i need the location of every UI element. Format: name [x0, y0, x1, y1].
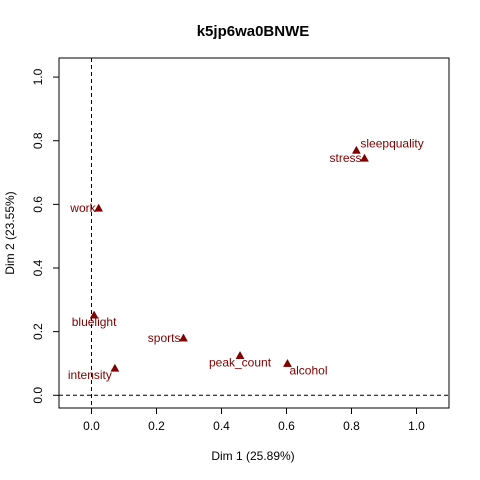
point-label-peak_count: peak_count [209, 356, 272, 370]
point-marker-peak_count [235, 350, 245, 359]
x-tick-label: 0.8 [343, 419, 360, 433]
point-marker-sleepquality [351, 145, 361, 154]
x-tick-label: 0.0 [83, 419, 100, 433]
x-tick-label: 0.6 [278, 419, 295, 433]
y-tick-label: 0.2 [31, 323, 45, 340]
point-label-sleepquality: sleepquality [360, 136, 423, 150]
y-tick-label: 0.0 [31, 387, 45, 404]
y-axis-label: Dim 2 (23.55%) [3, 191, 17, 274]
point-marker-work [94, 203, 104, 212]
x-tick-label: 0.4 [213, 419, 230, 433]
x-axis-label: Dim 1 (25.89%) [211, 449, 294, 463]
reference-lines [59, 58, 449, 408]
point-marker-intensity [110, 363, 120, 372]
x-tick-label: 1.0 [408, 419, 425, 433]
point-label-bluelight: bluelight [72, 315, 117, 329]
point-label-alcohol: alcohol [289, 363, 327, 377]
point-marker-bluelight [89, 310, 99, 319]
point-marker-stress [360, 153, 369, 162]
point-marker-sports [179, 333, 188, 342]
x-tick-label: 0.2 [148, 419, 165, 433]
point-label-sports: sports [148, 331, 181, 345]
y-axis-ticks: 0.0 0.2 0.4 0.6 0.8 1.0 [31, 68, 60, 404]
y-tick-label: 0.6 [31, 196, 45, 213]
x-axis-ticks: 0.0 0.2 0.4 0.6 0.8 1.0 [83, 407, 425, 433]
y-tick-label: 0.4 [31, 259, 45, 276]
point-label-stress: stress [329, 151, 361, 165]
point-marker-alcohol [283, 358, 292, 367]
point-label-work: work [69, 201, 96, 215]
y-tick-label: 0.8 [31, 132, 45, 149]
y-tick-label: 1.0 [31, 68, 45, 85]
chart-title: k5jp6wa0BNWE [197, 23, 310, 40]
point-label-intensity: intensity [68, 368, 112, 382]
